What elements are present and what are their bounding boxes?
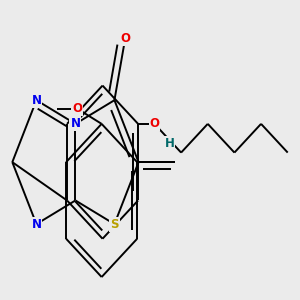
Text: N: N — [32, 218, 41, 231]
Text: O: O — [120, 32, 130, 45]
Text: H: H — [164, 136, 174, 149]
Text: N: N — [70, 117, 80, 130]
Text: N: N — [32, 94, 41, 107]
Text: O: O — [149, 117, 160, 130]
Text: S: S — [110, 218, 119, 231]
Text: O: O — [72, 102, 82, 115]
